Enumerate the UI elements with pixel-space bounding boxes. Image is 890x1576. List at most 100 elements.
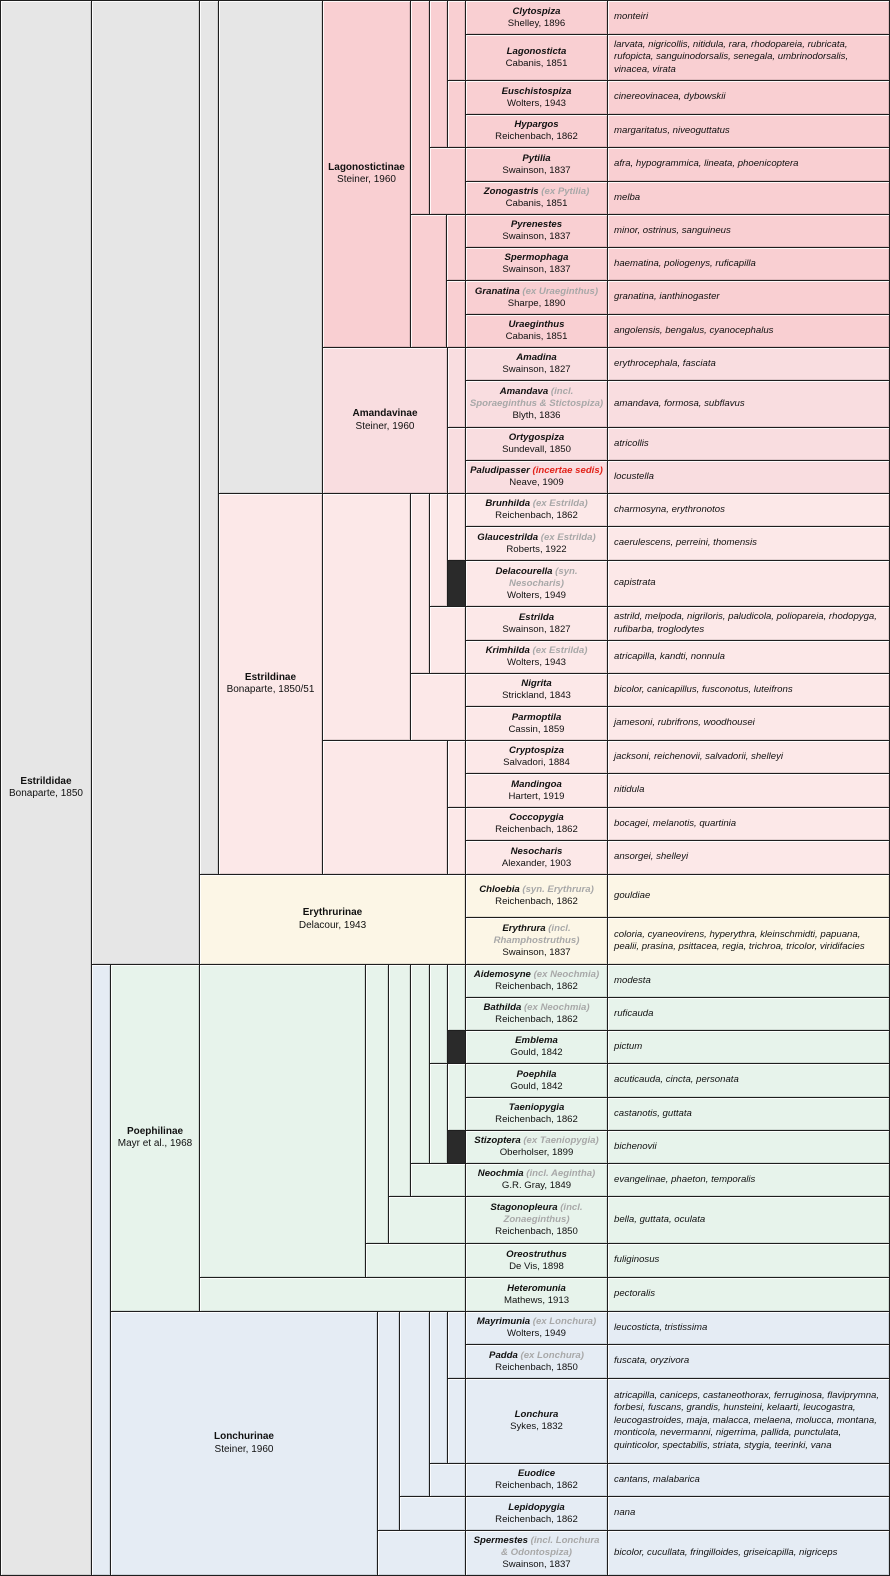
genus-cell: Padda (ex Lonchura) Reichenbach, 1850 (465, 1344, 608, 1379)
genus-cell: Taeniopygia Reichenbach, 1862 (465, 1097, 608, 1131)
genus-cell: Cryptospiza Salvadori, 1884 (465, 740, 608, 774)
node-lon-c (429, 1311, 448, 1464)
estrildinae-name: Estrildinae (244, 671, 297, 683)
species-cell: ansorgei, shelleyi (607, 840, 890, 875)
genus-cell: Krimhilda (ex Estrilda) Wolters, 1943 (465, 640, 608, 674)
species-list: cinereovinacea, dybowskii (614, 91, 726, 103)
genus-author: Cassin, 1859 (508, 723, 565, 735)
genus-author: Swainson, 1837 (502, 947, 571, 958)
genus-author: Sykes, 1832 (510, 1421, 563, 1432)
genus-cell: Nesocharis Alexander, 1903 (465, 840, 608, 875)
genus-author: Swainson, 1837 (502, 164, 571, 176)
genus-name: Spermestes (473, 1535, 528, 1546)
genus-cell: Euodice Reichenbach, 1862 (465, 1463, 608, 1497)
species-cell: angolensis, bengalus, cyanocephalus (607, 314, 890, 348)
family-name: Estrildidae (20, 775, 72, 787)
genus-name: Lagonosticta (506, 45, 567, 57)
species-cell: larvata, nigricollis, nitidula, rara, rh… (607, 34, 890, 81)
species-cell: melba (607, 181, 890, 215)
genus-author: Gould, 1842 (510, 1080, 563, 1092)
genus-name: Erythrura (502, 923, 546, 934)
species-cell: leucosticta, tristissima (607, 1311, 890, 1345)
genus-author: Wolters, 1949 (506, 589, 566, 601)
species-cell: modesta (607, 964, 890, 998)
node-lon-h (377, 1530, 466, 1576)
genus-name: Spermophaga (504, 252, 569, 263)
node-poe-a (199, 964, 366, 1278)
node-poe-g (429, 1063, 448, 1164)
genus-author: Wolters, 1943 (506, 657, 566, 668)
genus-title: Clytospiza (513, 6, 561, 18)
genus-author: Gould, 1842 (510, 1047, 563, 1058)
species-cell: jamesoni, rubrifrons, woodhousei (607, 706, 890, 741)
species-cell: caerulescens, perreini, thomensis (607, 526, 890, 561)
genus-cell: Nigrita Strickland, 1843 (465, 673, 608, 707)
genus-author: Reichenbach, 1862 (495, 131, 578, 142)
genus-name: Padda (489, 1349, 518, 1361)
species-list: amandava, formosa, subflavus (614, 397, 745, 409)
genus-title: Pytilia (522, 153, 550, 165)
species-list: charmosyna, erythronotos (614, 503, 725, 515)
genus-author: Roberts, 1922 (506, 543, 567, 555)
family-author: Bonaparte, 1850 (9, 788, 83, 799)
genus-name: Estrilda (518, 611, 555, 623)
node-ama-a (447, 347, 466, 428)
genus-author: Oberholser, 1899 (499, 1147, 574, 1158)
genus-author: Swainson, 1827 (502, 623, 571, 635)
species-list: modesta (614, 974, 651, 986)
genus-title: Lepidopygia (508, 1502, 565, 1514)
genus-name: Euschistospiza (501, 85, 572, 97)
genus-cell: Poephila Gould, 1842 (465, 1063, 608, 1098)
genus-note: (ex Neochmia) (521, 1002, 590, 1013)
species-cell: cinereovinacea, dybowskii (607, 80, 890, 115)
node-poe-i (410, 1163, 466, 1197)
species-list: pictum (614, 1040, 643, 1052)
genus-cell: Uraeginthus Cabanis, 1851 (465, 314, 608, 348)
species-cell: jacksoni, reichenovii, salvadorii, shell… (607, 740, 890, 774)
node-lon-d (447, 1311, 466, 1379)
node-lag-g (446, 214, 466, 281)
genus-note: (incl. Lonchura & Odontospiza) (501, 1535, 600, 1558)
node-lag-f (410, 214, 447, 348)
species-list: atricollis (614, 437, 649, 449)
genus-note: (ex Estrilda) (529, 645, 588, 656)
genus-name: Amadina (516, 352, 557, 363)
genus-name: Nigrita (521, 678, 552, 689)
subfamily-erythrurinae: Erythrurinae Delacour, 1943 (199, 874, 466, 965)
node-poe-c (388, 964, 411, 1197)
node-est-i (447, 807, 466, 875)
genus-cell: Mayrimunia (ex Lonchura) Wolters, 1949 (465, 1311, 608, 1345)
species-list: larvata, nigricollis, nitidula, rara, rh… (614, 38, 849, 75)
genus-cell: Spermestes (incl. Lonchura & Odontospiza… (465, 1530, 608, 1576)
node-est-d (447, 493, 466, 561)
node-poe-h (447, 1063, 466, 1131)
genus-name: Nesocharis (510, 845, 563, 857)
genus-cell: Euschistospiza Wolters, 1943 (465, 80, 608, 115)
family-estrildidae: Estrildidae Bonaparte, 1850 (0, 0, 92, 1576)
species-cell: charmosyna, erythronotos (607, 493, 890, 527)
species-cell: bocagei, melanotis, quartinia (607, 807, 890, 841)
species-cell: afra, hypogrammica, lineata, phoenicopte… (607, 147, 890, 182)
genus-author: Wolters, 1949 (506, 1328, 566, 1339)
poephilinae-author: Mayr et al., 1968 (117, 1138, 193, 1149)
species-list: fuliginosus (614, 1254, 660, 1266)
genus-author: Cabanis, 1851 (505, 198, 568, 209)
species-list: ruficauda (614, 1007, 654, 1019)
species-list: astrild, melpoda, nigriloris, paludicola… (614, 611, 877, 635)
species-cell: margaritatus, niveoguttatus (607, 114, 890, 148)
lagonostictinae-name: Lagonostictinae (328, 161, 405, 173)
genus-name: Delacourella (495, 565, 553, 577)
clade-blue-poe-lon (91, 964, 111, 1576)
genus-name: Uraeginthus (508, 319, 565, 330)
genus-author: Swainson, 1837 (502, 264, 571, 275)
species-cell: erythrocephala, fasciata (607, 347, 890, 381)
erythrurinae-author: Delacour, 1943 (298, 919, 367, 931)
node-est-g (322, 740, 448, 875)
genus-title: Euodice (518, 1468, 555, 1480)
genus-title: Bathilda (ex Neochmia) (483, 1002, 589, 1014)
species-cell: acuticauda, cincta, personata (607, 1063, 890, 1098)
genus-author: Hartert, 1919 (508, 790, 565, 802)
species-list: atricapilla, caniceps, castaneothorax, f… (614, 1389, 880, 1451)
genus-name: Emblema (515, 1035, 558, 1046)
species-cell: fuscata, oryzivora (607, 1344, 890, 1379)
